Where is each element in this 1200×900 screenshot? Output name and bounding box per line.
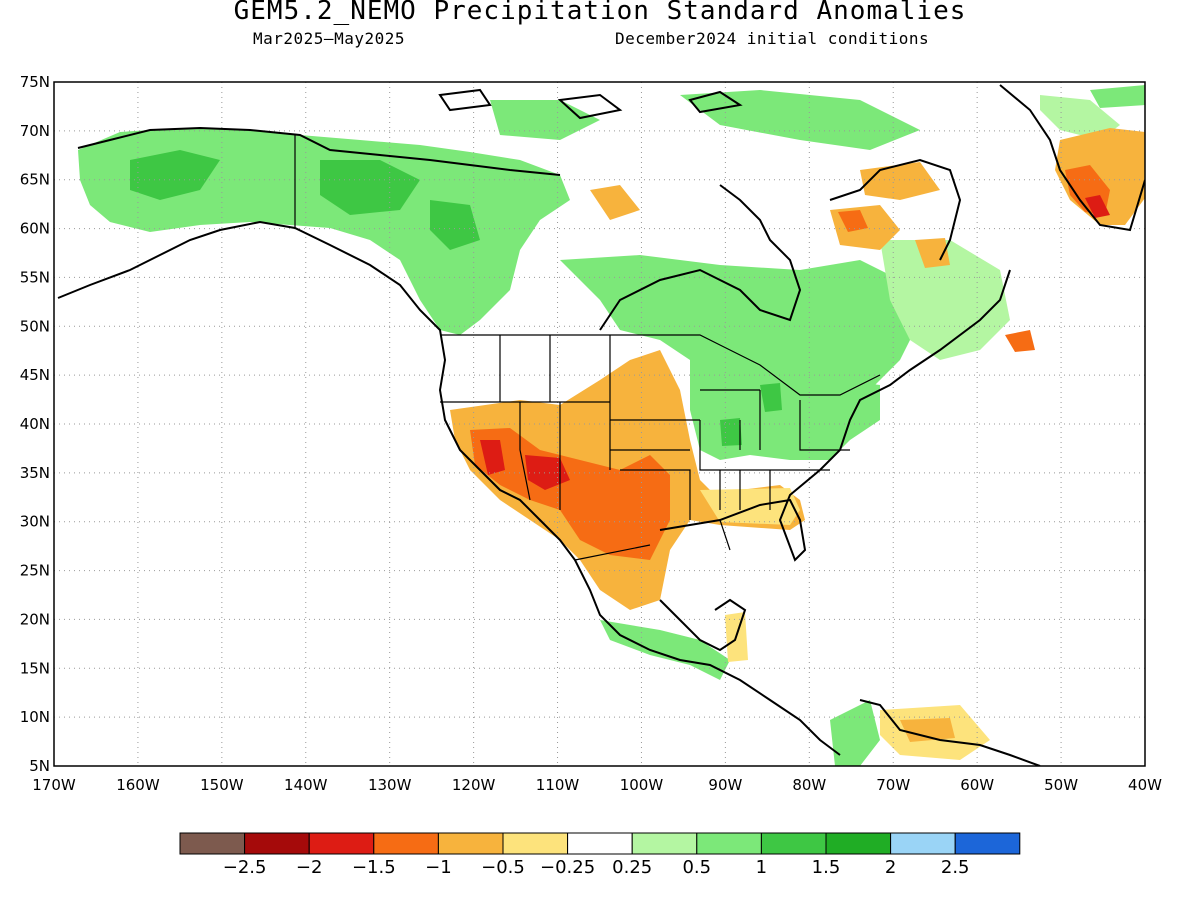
lat-label: 20N — [20, 610, 50, 628]
lat-label: 30N — [20, 513, 50, 531]
colorbar-label: 1.5 — [812, 857, 841, 878]
lon-label: 90W — [708, 776, 742, 794]
plot-frame — [53, 81, 1146, 767]
chart-title: GEM5.2_NEMO Precipitation Standard Anoma… — [233, 0, 967, 26]
lon-label: 130W — [368, 776, 412, 794]
anomaly-area-southwest-dry-strong — [470, 428, 670, 560]
lon-label: 140W — [284, 776, 328, 794]
coastlines — [57, 84, 1145, 766]
lon-label: 80W — [792, 776, 826, 794]
lat-label: 15N — [20, 659, 50, 677]
anomaly-area-venezuela-dry-strong — [900, 718, 955, 742]
colorbar-label: 0.25 — [612, 857, 652, 878]
colorbar-label: −2 — [296, 857, 323, 878]
colorbar-label: −0.25 — [540, 857, 595, 878]
lon-label: 40W — [1128, 776, 1162, 794]
longitude-labels: 170W 160W 150W 140W 130W 120W 110W 100W 90W 80W 70… — [32, 776, 1162, 794]
lat-label: 25N — [20, 562, 50, 580]
colorbar-label: −1.5 — [352, 857, 396, 878]
lon-label: 70W — [876, 776, 910, 794]
lon-label: 110W — [536, 776, 580, 794]
lat-label: 55N — [20, 268, 50, 286]
anomaly-fields — [78, 85, 1145, 766]
lon-label: 60W — [960, 776, 994, 794]
colorbar-swatch — [502, 832, 569, 855]
anomaly-area-greenland-drizzle — [1040, 95, 1120, 140]
lon-label: 150W — [200, 776, 244, 794]
lat-label: 60N — [20, 220, 50, 238]
anomaly-area-southwest-dry-core — [480, 440, 570, 490]
lon-label: 170W — [32, 776, 76, 794]
colorbar-label: −1 — [425, 857, 452, 878]
colorbar-swatch — [825, 832, 892, 855]
colorbar-swatch — [696, 832, 762, 855]
colorbar-label: 0.5 — [682, 857, 711, 878]
lat-label: 45N — [20, 366, 50, 384]
anomaly-area-arctic-wet — [490, 85, 1145, 150]
colorbar-swatch — [890, 832, 956, 855]
colorbar-swatch — [567, 832, 633, 855]
colorbar-swatch — [437, 832, 504, 855]
anomaly-area-quebec-dry — [590, 162, 950, 268]
anomaly-area-alaska-wet-strong — [130, 150, 480, 250]
lat-label: 10N — [20, 708, 50, 726]
colorbar-label: 2.5 — [941, 857, 970, 878]
colorbar-label: −2.5 — [223, 857, 267, 878]
lat-label: 65N — [20, 171, 50, 189]
lat-label: 40N — [20, 415, 50, 433]
anomaly-area-quebec-dry-strong — [838, 210, 1035, 352]
lat-label: 70N — [20, 122, 50, 140]
anomaly-area-east-canada-wet — [880, 240, 1010, 360]
lon-label: 100W — [620, 776, 664, 794]
lat-label: 50N — [20, 317, 50, 335]
anomaly-area-canada-wet — [560, 255, 920, 450]
colorbar-label: −0.5 — [481, 857, 525, 878]
colorbar-label: 1 — [756, 857, 767, 878]
colorbar-swatch — [954, 832, 1021, 855]
lon-label: 50W — [1044, 776, 1078, 794]
lon-label: 160W — [116, 776, 160, 794]
anomaly-area-greenland-dry-core — [1085, 195, 1110, 218]
colorbar-swatch — [760, 832, 827, 855]
borders — [294, 135, 881, 561]
grid-lines — [54, 82, 1145, 766]
anomaly-area-east-us-wet-strong — [720, 383, 782, 446]
colorbar-label: 2 — [885, 857, 896, 878]
lat-label: 5N — [29, 757, 50, 775]
colorbar-swatch — [308, 832, 375, 855]
initial-conditions: December2024 initial conditions — [615, 29, 930, 48]
lat-label: 75N — [20, 73, 50, 91]
colorbar-swatch — [179, 832, 246, 855]
lat-label: 35N — [20, 464, 50, 482]
colorbar-swatch — [244, 832, 310, 855]
colorbar: −2.5 −2 −1.5 −1 −0.5 −0.25 0.25 0.5 1 1.5 2 2.5 — [179, 832, 1021, 878]
forecast-period: Mar2025–May2025 — [253, 29, 405, 48]
colorbar-swatch — [373, 832, 439, 855]
lon-label: 120W — [452, 776, 496, 794]
latitude-labels: 75N 70N 65N 60N 55N 50N 45N 40N 35N 30N 25N 20N 15N 1… — [20, 73, 50, 775]
colorbar-swatch — [631, 832, 698, 855]
